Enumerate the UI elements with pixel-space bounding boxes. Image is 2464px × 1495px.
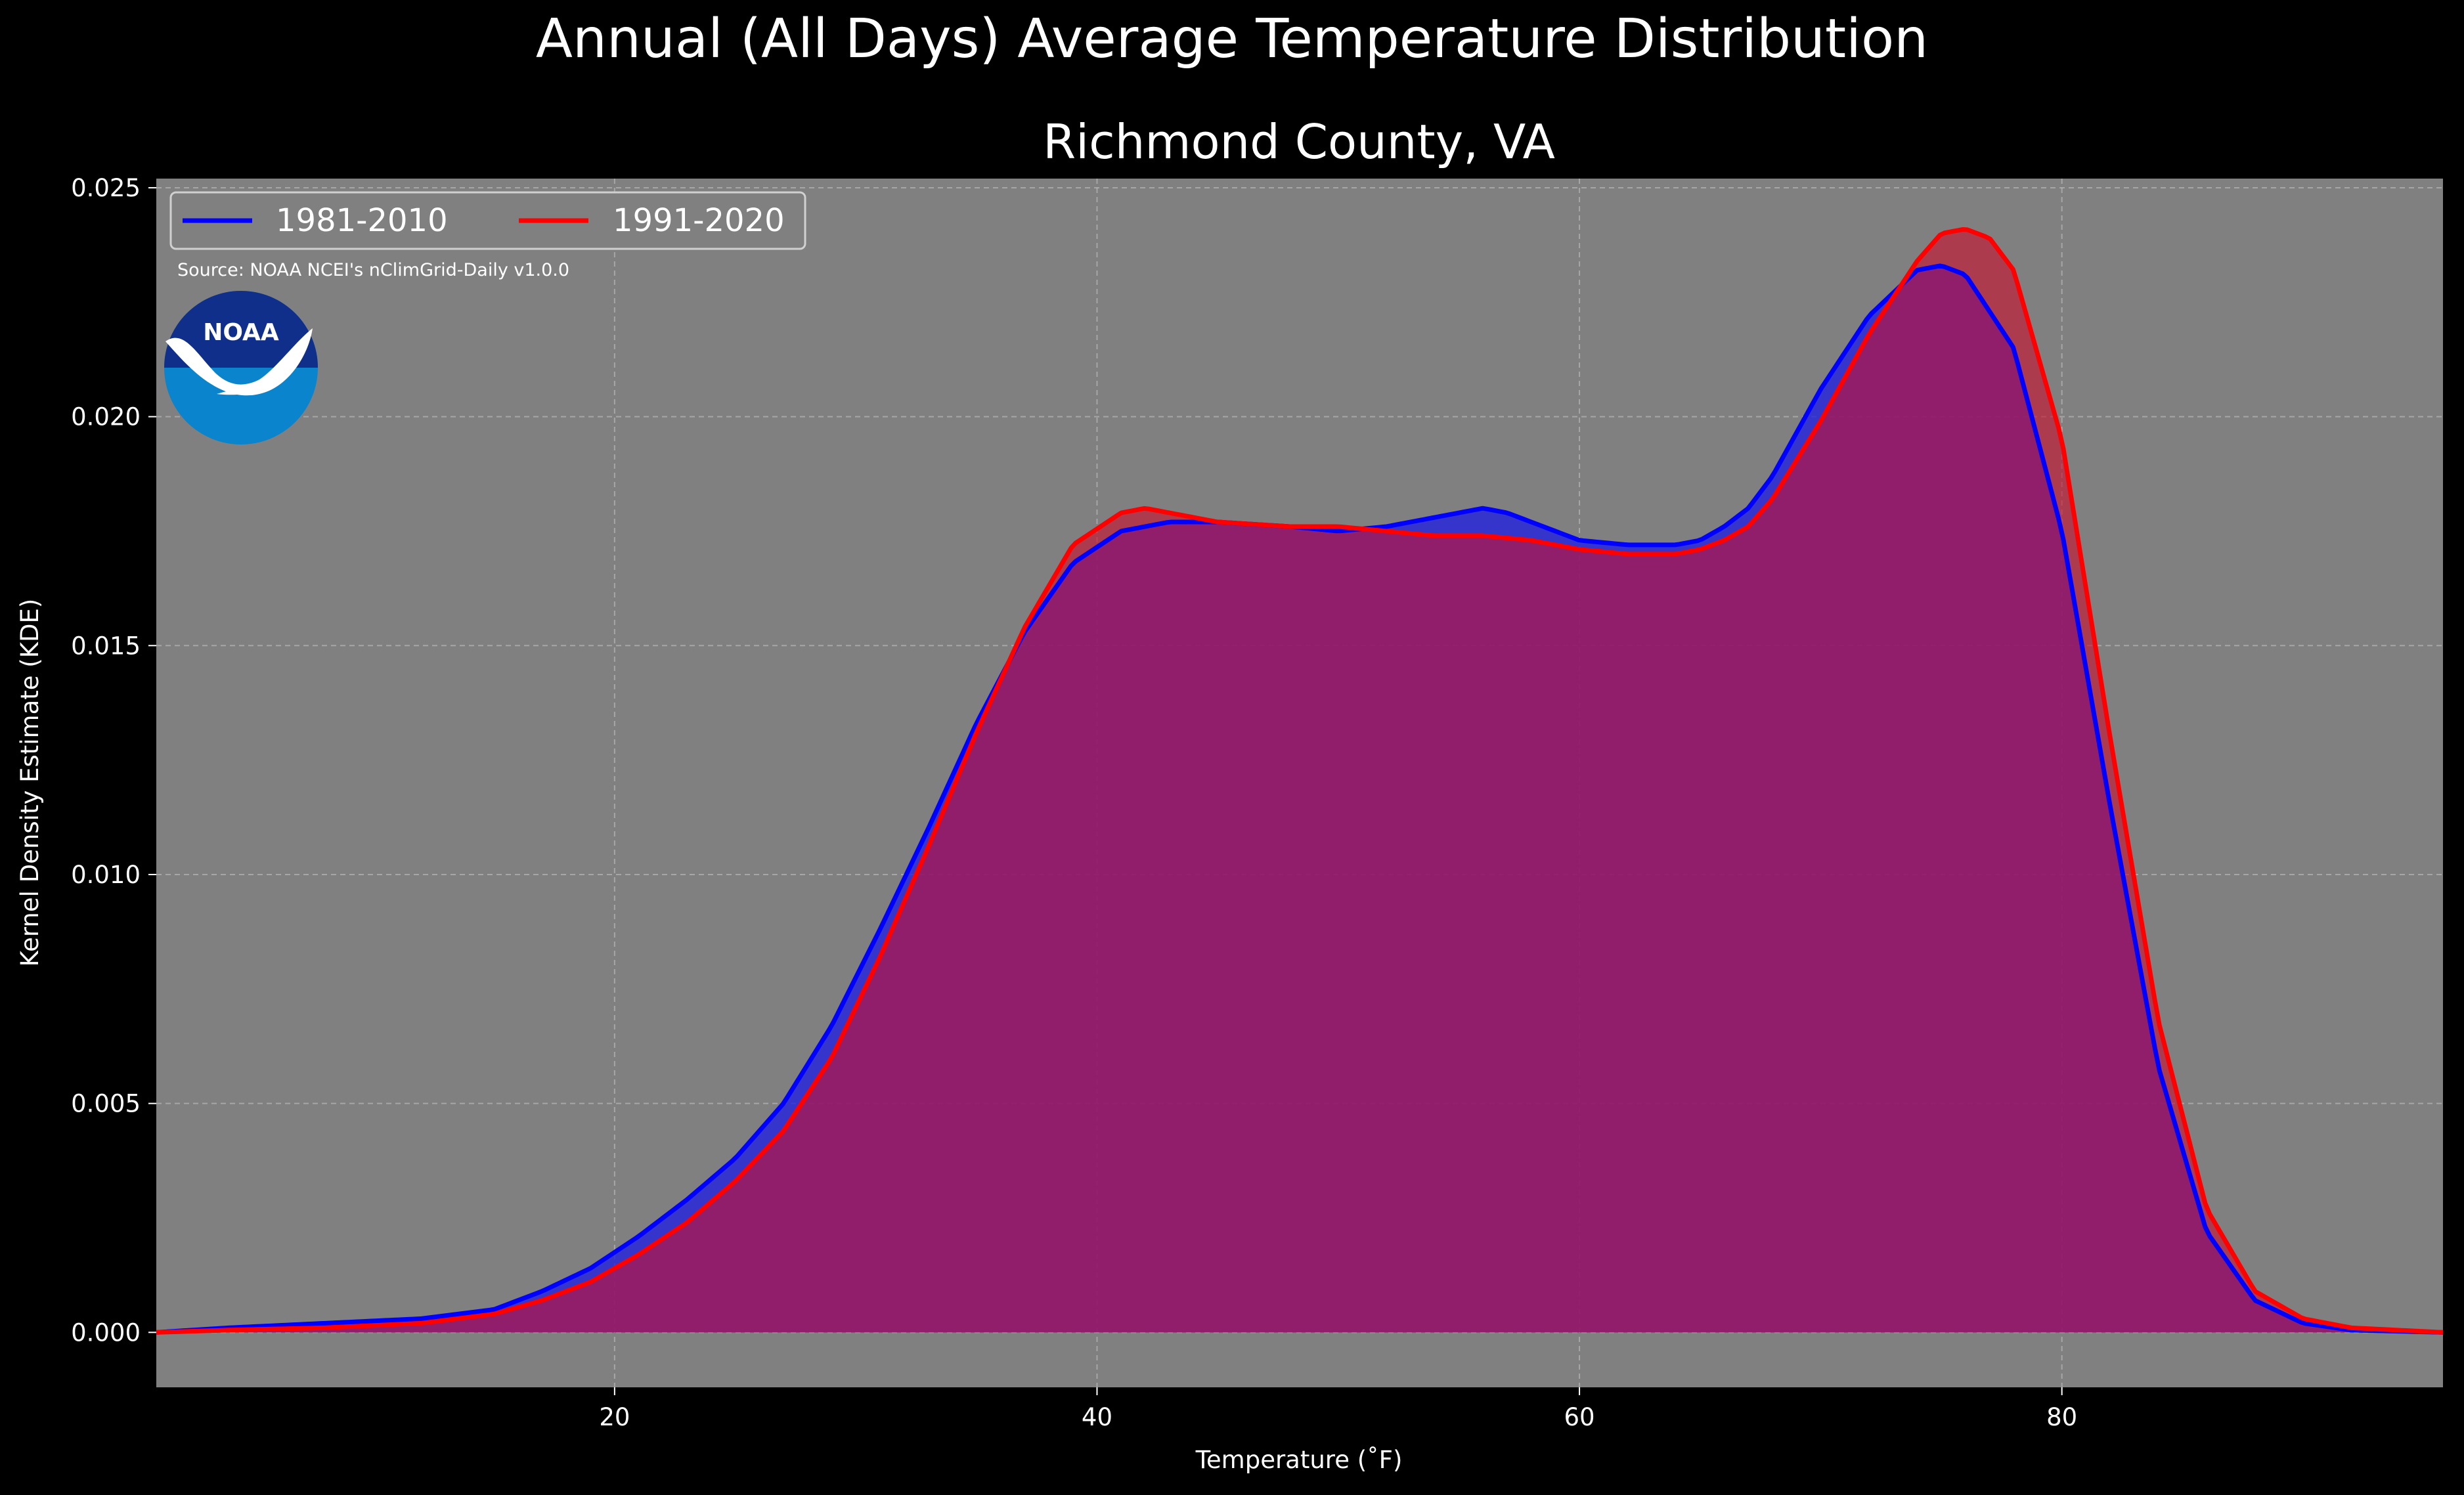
density-lines bbox=[156, 227, 2444, 1335]
legend-label-1981-2010: 1981-2010 bbox=[276, 202, 448, 239]
legend: 1981-2010 1991-2020 bbox=[169, 191, 806, 250]
y-tick-label: 0.015 bbox=[71, 632, 141, 660]
y-tick-label: 0.020 bbox=[71, 403, 141, 431]
y-axis-ticks: 0.000 0.005 0.010 0.015 0.020 0.025 bbox=[71, 174, 156, 1347]
x-tick-label: 80 bbox=[2046, 1403, 2077, 1431]
x-tick-label: 60 bbox=[1564, 1403, 1595, 1431]
legend-label-1991-2020: 1991-2020 bbox=[613, 202, 785, 239]
noaa-logo-icon: NOAA bbox=[164, 291, 318, 444]
density-line-1991-2020 bbox=[156, 227, 2444, 1335]
y-axis-label: Kernel Density Estimate (KDE) bbox=[16, 599, 44, 967]
source-note: Source: NOAA NCEI's nClimGrid-Daily v1.0… bbox=[177, 260, 569, 280]
legend-box bbox=[169, 191, 806, 250]
x-tick-label: 20 bbox=[599, 1403, 630, 1431]
density-area-1991-2020 bbox=[156, 229, 2443, 1333]
y-tick-label: 0.025 bbox=[71, 174, 141, 202]
chart-title: Annual (All Days) Average Temperature Di… bbox=[536, 8, 1928, 70]
x-axis-ticks: 20 40 60 80 bbox=[599, 1387, 2077, 1431]
y-tick-label: 0.000 bbox=[71, 1318, 141, 1347]
y-tick-label: 0.005 bbox=[71, 1090, 141, 1118]
noaa-logo-text: NOAA bbox=[203, 319, 279, 346]
chart-subtitle: Richmond County, VA bbox=[1043, 114, 1555, 169]
x-tick-label: 40 bbox=[1082, 1403, 1112, 1431]
density-areas bbox=[156, 229, 2443, 1333]
y-tick-label: 0.010 bbox=[71, 861, 141, 889]
x-axis-label: Temperature (˚F) bbox=[1195, 1446, 1403, 1474]
